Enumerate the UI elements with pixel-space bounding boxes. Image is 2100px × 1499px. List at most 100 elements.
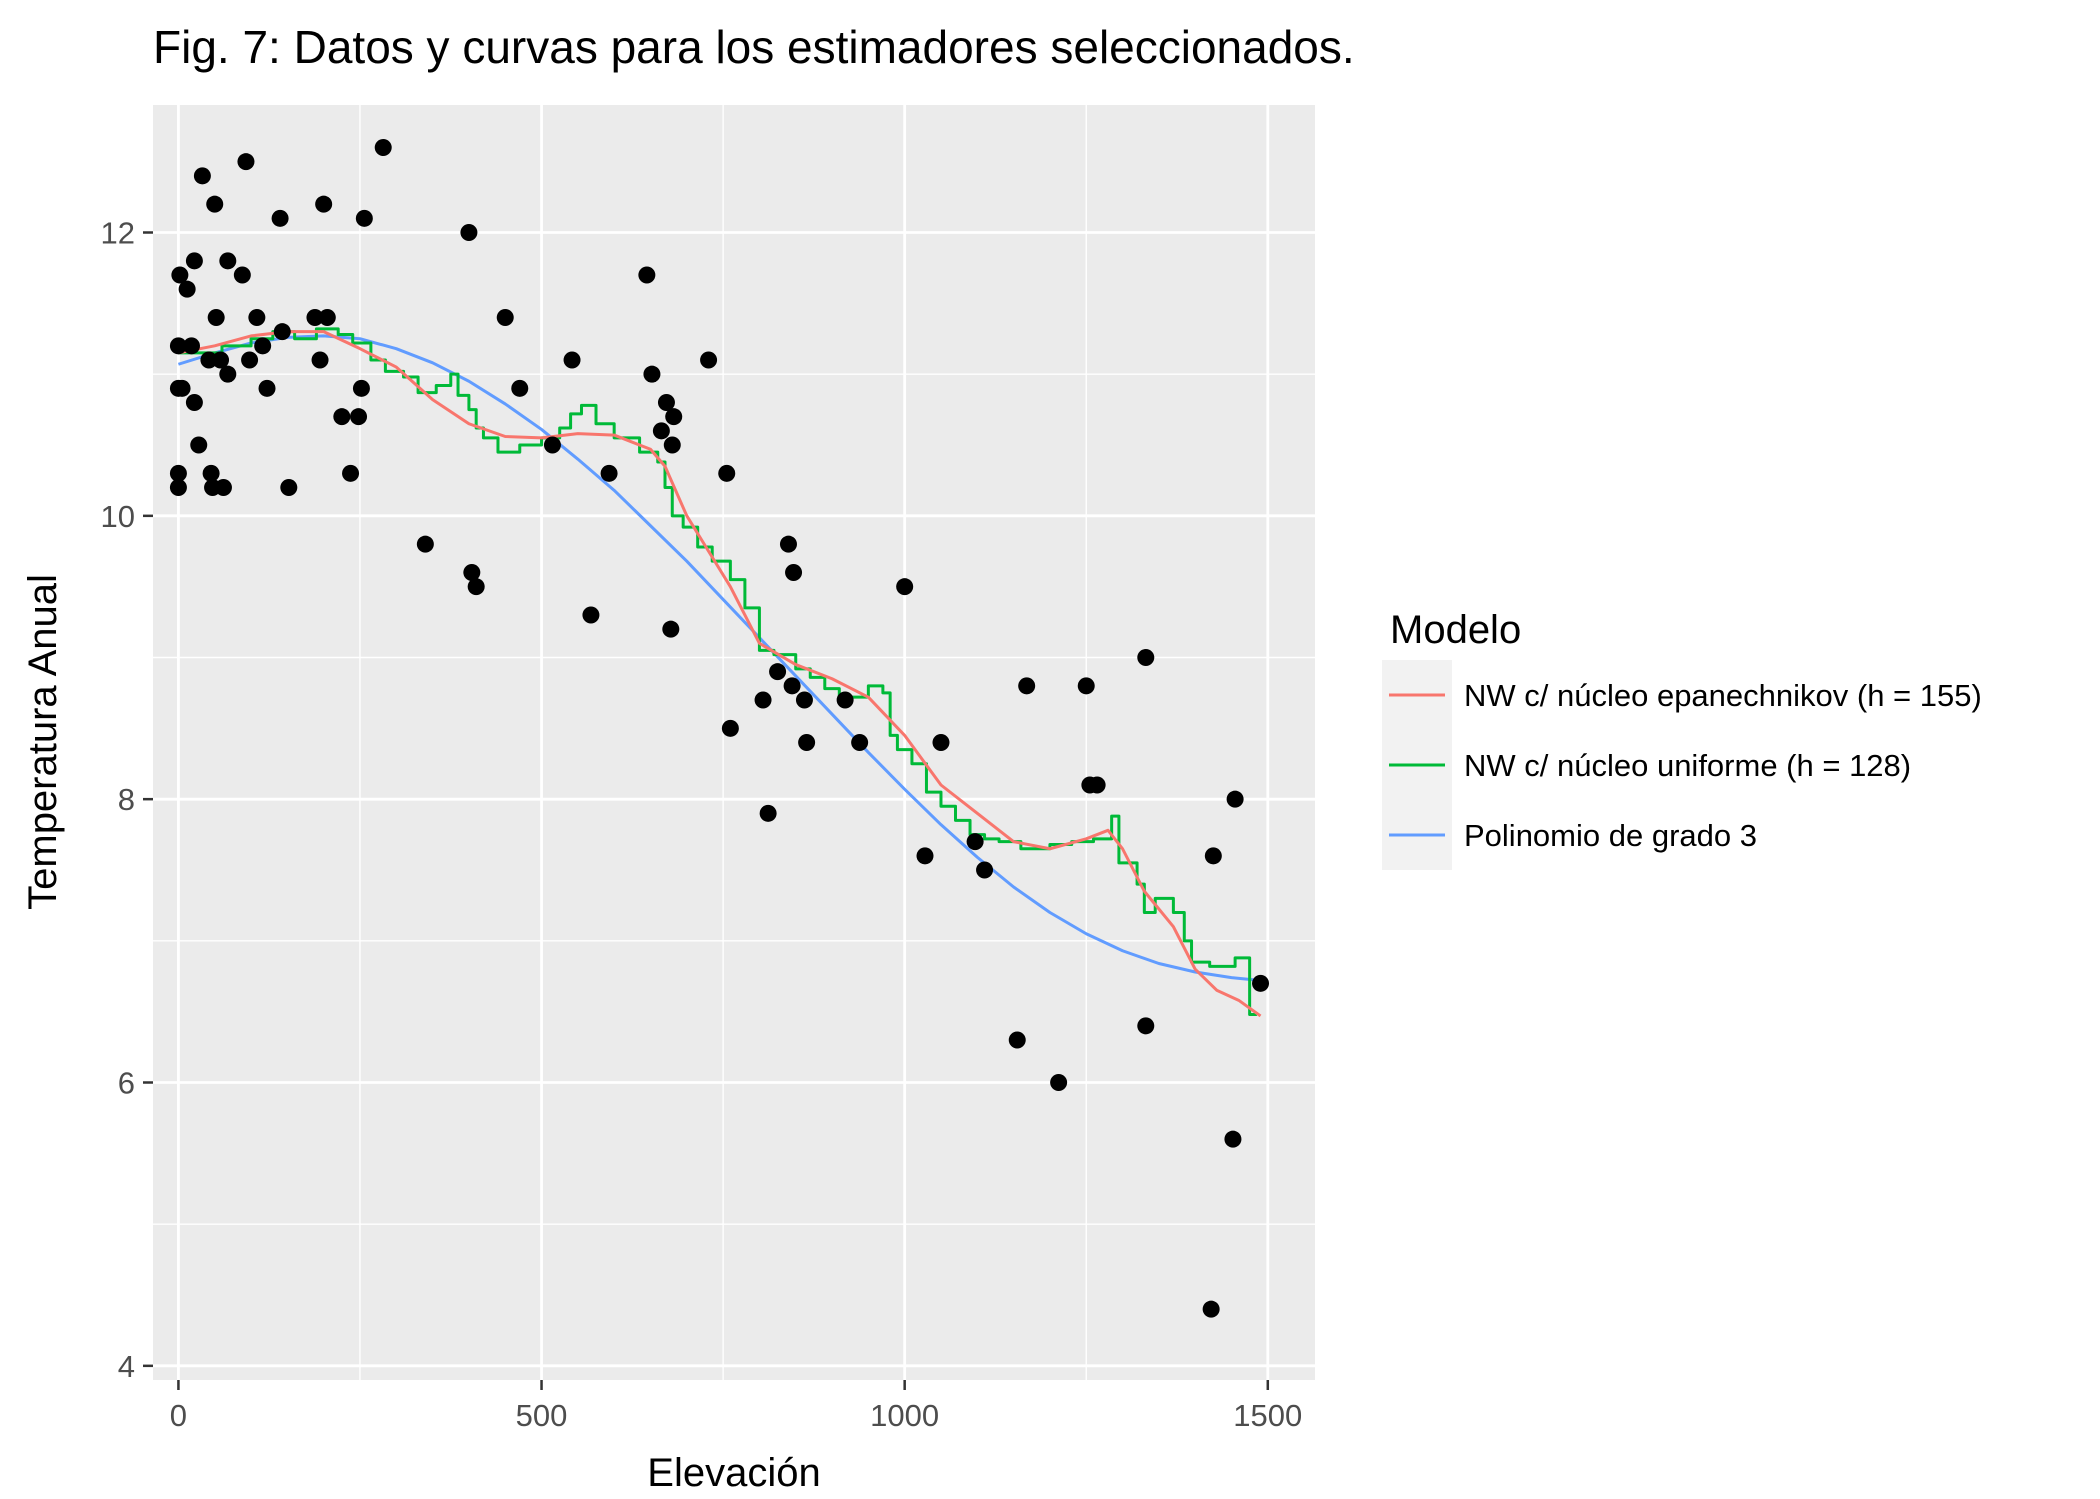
x-tick-label: 0 [170, 1398, 187, 1433]
data-point [783, 677, 801, 695]
data-point [467, 578, 485, 596]
data-point [342, 464, 360, 482]
data-point [193, 167, 211, 185]
y-axis-label: Temperatura Anual [21, 574, 65, 910]
data-point [214, 479, 232, 496]
series-line-1 [178, 327, 1257, 1016]
data-point [374, 139, 392, 156]
data-point [657, 394, 675, 411]
series-layer [177, 327, 1262, 1018]
data-point [511, 379, 529, 397]
data-point [173, 379, 191, 397]
data-point [1018, 677, 1036, 695]
data-point [1088, 776, 1106, 794]
chart-title: Fig. 7: Datos y curvas para los estimado… [153, 21, 1355, 73]
data-point [206, 195, 224, 213]
x-tick-label: 1000 [870, 1398, 939, 1433]
data-point [638, 266, 656, 284]
x-axis: 0 500 1000 1500 [170, 1380, 1302, 1433]
data-point [416, 535, 434, 553]
data-point [643, 365, 661, 383]
legend-title: Modelo [1390, 608, 1521, 652]
data-point [280, 479, 298, 496]
data-point [665, 408, 683, 426]
data-point [202, 464, 220, 482]
grid-minor [153, 105, 1315, 1380]
data-point [178, 280, 196, 298]
data-point [543, 436, 561, 454]
points-layer [169, 139, 1270, 1318]
data-point [355, 209, 373, 227]
data-point [1050, 1074, 1068, 1091]
x-axis-label: Elevación [647, 1451, 820, 1495]
data-point [721, 719, 739, 737]
data-point [1077, 677, 1095, 695]
legend: Modelo NW c/ núcleo epanechnikov (h = 15… [1382, 608, 1982, 870]
plot-panel [153, 105, 1315, 1380]
data-point [1137, 1017, 1155, 1035]
data-point [311, 351, 329, 369]
data-point [185, 394, 203, 411]
legend-entry-label: Polinomio de grado 3 [1464, 818, 1757, 853]
data-point [1008, 1031, 1026, 1049]
y-tick-label: 10 [101, 499, 135, 534]
y-axis: 4 6 8 10 12 [101, 216, 153, 1384]
data-point [219, 365, 237, 383]
data-point [896, 578, 914, 596]
data-point [662, 620, 680, 638]
data-point [212, 351, 230, 369]
data-point [318, 309, 336, 326]
data-point [582, 606, 600, 624]
data-point [171, 266, 189, 284]
x-tick-label: 500 [516, 1398, 568, 1433]
data-point [333, 408, 351, 426]
data-point [169, 464, 187, 482]
data-point [769, 663, 787, 681]
data-point [169, 337, 187, 355]
data-point [190, 436, 208, 454]
data-point [1224, 1130, 1242, 1148]
data-point [182, 337, 200, 355]
data-point [700, 351, 718, 369]
data-point [248, 309, 266, 326]
data-point [306, 309, 324, 326]
data-point [460, 224, 478, 241]
data-point [600, 464, 618, 482]
data-point [271, 209, 289, 227]
data-point [207, 309, 225, 326]
data-point [798, 734, 816, 751]
data-point [785, 564, 803, 581]
data-point [315, 195, 333, 213]
data-point [1202, 1300, 1220, 1318]
data-point [795, 691, 813, 709]
y-tick-label: 12 [101, 216, 135, 251]
grid-major [153, 105, 1315, 1380]
data-point [273, 323, 291, 341]
data-point [254, 337, 272, 355]
data-point [258, 379, 276, 397]
data-point [352, 379, 370, 397]
y-tick-label: 6 [118, 1066, 135, 1101]
y-tick-label: 8 [118, 782, 135, 817]
data-point [718, 464, 736, 482]
data-point [1252, 974, 1270, 992]
data-point [663, 436, 681, 454]
data-point [237, 153, 255, 171]
data-point [779, 535, 797, 553]
data-point [219, 252, 237, 270]
data-point [966, 833, 984, 851]
data-point [836, 691, 854, 709]
series-line-0 [178, 330, 1262, 1018]
data-point [652, 422, 670, 440]
series-line-2 [177, 334, 1261, 982]
data-point [851, 734, 869, 751]
data-point [1137, 649, 1155, 666]
data-point [759, 804, 777, 822]
x-tick-label: 1500 [1233, 1398, 1302, 1433]
data-point [200, 351, 218, 369]
data-point [1226, 790, 1244, 808]
data-point [916, 847, 934, 865]
data-point [185, 252, 203, 270]
data-point [563, 351, 581, 369]
